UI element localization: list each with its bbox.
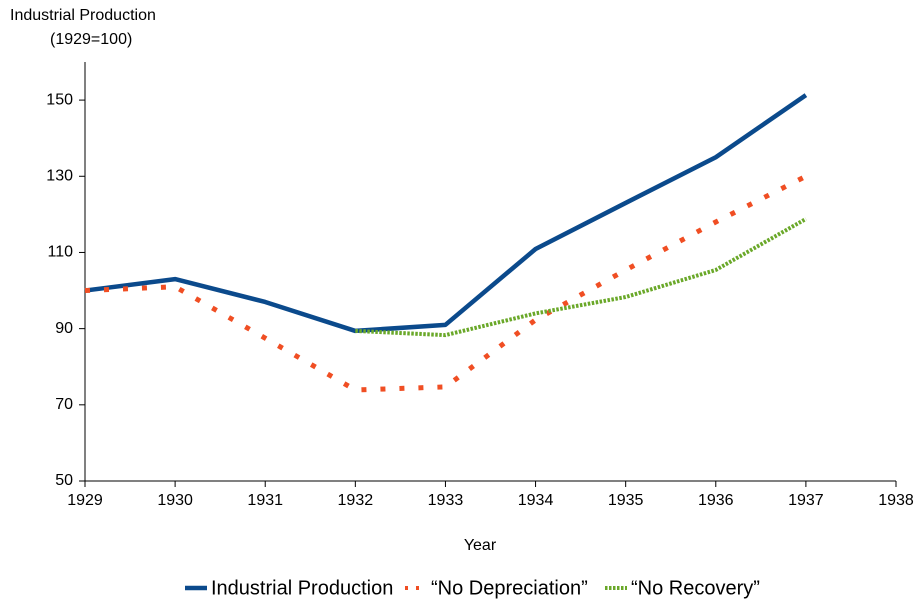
x-tick-label: 1937 — [788, 492, 824, 509]
y-tick-label: 130 — [46, 167, 73, 184]
x-tick-label: 1932 — [338, 492, 374, 509]
chart-title: Industrial Production — [10, 7, 156, 24]
chart-subtitle: (1929=100) — [50, 31, 132, 48]
x-tick-label: 1930 — [157, 492, 193, 509]
x-tick-label: 1934 — [518, 492, 554, 509]
line-series — [355, 217, 807, 338]
legend-label: Industrial Production — [211, 577, 393, 599]
x-tick-label: 1935 — [608, 492, 644, 509]
legend-label: “No Depreciation” — [431, 577, 588, 599]
line-series — [84, 93, 808, 334]
y-tick-label: 70 — [55, 396, 73, 413]
y-tick-label: 90 — [55, 320, 73, 337]
x-tick-label: 1936 — [698, 492, 734, 509]
x-axis-label: Year — [464, 537, 497, 554]
legend-label: “No Recovery” — [631, 577, 760, 599]
x-tick-label: 1933 — [428, 492, 464, 509]
x-tick-label: 1929 — [67, 492, 103, 509]
y-tick-label: 110 — [47, 244, 73, 261]
x-tick-label: 1938 — [878, 492, 914, 509]
y-tick-label: 50 — [55, 472, 73, 489]
x-tick-label: 1931 — [247, 492, 283, 509]
y-tick-label: 150 — [46, 91, 73, 108]
